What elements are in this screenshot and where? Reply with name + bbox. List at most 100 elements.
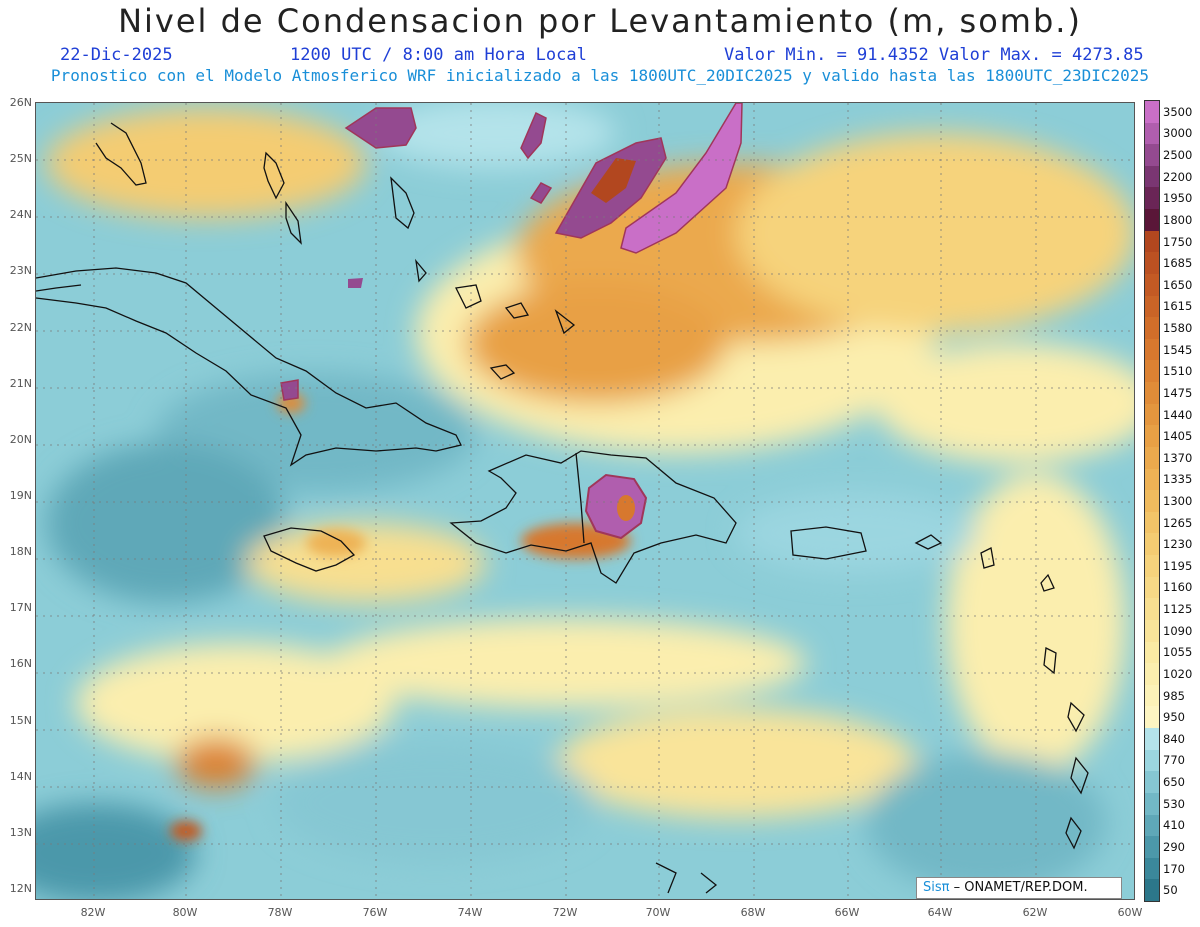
legend-swatch bbox=[1145, 144, 1159, 167]
lat-label: 26N bbox=[9, 96, 32, 109]
lon-label: 70W bbox=[645, 906, 671, 919]
legend-swatch bbox=[1145, 317, 1159, 340]
legend-label: 1510 bbox=[1163, 364, 1193, 379]
legend-swatch bbox=[1145, 468, 1159, 491]
legend-label: 1685 bbox=[1163, 256, 1193, 271]
legend-swatch bbox=[1145, 771, 1159, 794]
legend-swatch bbox=[1145, 576, 1159, 599]
lat-label: 13N bbox=[9, 825, 32, 839]
legend-swatch bbox=[1145, 101, 1159, 124]
legend-label: 1125 bbox=[1163, 602, 1193, 617]
legend-label: 410 bbox=[1163, 818, 1185, 833]
lat-label: 18N bbox=[9, 545, 32, 559]
legend-label: 1055 bbox=[1163, 645, 1193, 660]
legend-label: 170 bbox=[1163, 861, 1185, 876]
legend-swatch bbox=[1145, 230, 1159, 253]
legend-label: 1545 bbox=[1163, 342, 1193, 357]
color-legend bbox=[1144, 100, 1160, 902]
legend-swatch bbox=[1145, 598, 1159, 621]
legend-label: 1800 bbox=[1163, 212, 1193, 227]
legend-swatch bbox=[1145, 187, 1159, 210]
lat-label: 20N bbox=[9, 432, 32, 446]
legend-label: 1750 bbox=[1163, 234, 1193, 249]
legend-label: 2200 bbox=[1163, 169, 1193, 184]
lat-label: 14N bbox=[9, 769, 32, 783]
legend-swatch bbox=[1145, 555, 1159, 578]
lon-label: 80W bbox=[172, 906, 198, 919]
legend-swatch bbox=[1145, 619, 1159, 643]
lon-label: 72W bbox=[552, 906, 578, 919]
legend-swatch bbox=[1145, 122, 1159, 145]
legend-swatch bbox=[1145, 684, 1159, 707]
legend-label: 1300 bbox=[1163, 494, 1193, 508]
coastlines bbox=[36, 122, 1089, 894]
legend-label: 1090 bbox=[1163, 623, 1193, 638]
model-run-info: Pronostico con el Modelo Atmosferico WRF… bbox=[50, 66, 1150, 85]
lat-label: 22N bbox=[9, 320, 32, 334]
legend-label: 1195 bbox=[1163, 558, 1193, 573]
legend-label: 1405 bbox=[1163, 429, 1193, 444]
forecast-date: 22-Dic-2025 bbox=[60, 45, 173, 65]
forecast-map[interactable] bbox=[35, 102, 1135, 900]
legend-label: 985 bbox=[1163, 688, 1185, 703]
lat-label: 16N bbox=[9, 657, 32, 671]
legend-swatch bbox=[1145, 749, 1159, 772]
legend-swatch bbox=[1145, 857, 1159, 880]
lat-label: 15N bbox=[9, 713, 32, 727]
legend-label: 1160 bbox=[1163, 580, 1193, 595]
lon-label: 78W bbox=[267, 906, 293, 919]
lon-label: 82W bbox=[80, 906, 106, 919]
legend-label: 50 bbox=[1163, 883, 1178, 898]
legend-swatch bbox=[1145, 382, 1159, 405]
legend-swatch bbox=[1145, 338, 1159, 361]
org-text: – ONAMET/REP.DOM. bbox=[953, 880, 1088, 895]
lon-label: 74W bbox=[457, 906, 483, 919]
legend-label: 290 bbox=[1163, 839, 1185, 854]
legend-swatch bbox=[1145, 446, 1159, 470]
legend-label: 650 bbox=[1163, 775, 1185, 790]
lon-label: 76W bbox=[362, 906, 388, 919]
legend-label: 1440 bbox=[1163, 407, 1193, 422]
lat-label: 23N bbox=[9, 264, 32, 278]
legend-label: 1580 bbox=[1163, 321, 1193, 336]
legend-swatch bbox=[1145, 836, 1159, 859]
legend-swatch bbox=[1145, 360, 1159, 383]
legend-swatch bbox=[1145, 728, 1159, 751]
lon-label: 64W bbox=[927, 906, 953, 919]
legend-label: 2500 bbox=[1163, 148, 1193, 163]
legend-swatch bbox=[1145, 209, 1159, 232]
legend-swatch bbox=[1145, 879, 1159, 902]
legend-swatch bbox=[1145, 641, 1159, 664]
value-range: Valor Min. = 91.4352 Valor Max. = 4273.8… bbox=[724, 45, 1144, 65]
sispi-logo-text: Sisπ bbox=[923, 880, 950, 895]
lon-label: 62W bbox=[1022, 906, 1048, 919]
legend-swatch bbox=[1145, 706, 1159, 729]
legend-label: 770 bbox=[1163, 753, 1185, 768]
legend-swatch bbox=[1145, 165, 1159, 188]
legend-swatch bbox=[1145, 814, 1159, 837]
legend-label: 840 bbox=[1163, 731, 1185, 746]
legend-swatch bbox=[1145, 295, 1159, 318]
lon-label: 66W bbox=[834, 906, 860, 919]
legend-swatch bbox=[1145, 252, 1159, 275]
legend-swatch bbox=[1145, 273, 1159, 297]
graticule bbox=[36, 103, 1134, 899]
legend-swatch bbox=[1145, 490, 1159, 513]
legend-label: 1335 bbox=[1163, 472, 1193, 487]
legend-swatch bbox=[1145, 792, 1159, 815]
legend-label: 1475 bbox=[1163, 385, 1193, 400]
legend-swatch bbox=[1145, 425, 1159, 448]
forecast-time: 1200 UTC / 8:00 am Hora Local bbox=[290, 45, 587, 65]
lcl-field bbox=[36, 103, 1134, 899]
legend-label: 1370 bbox=[1163, 450, 1193, 465]
lat-label: 17N bbox=[9, 601, 32, 615]
legend-label: 530 bbox=[1163, 796, 1185, 811]
onamet-brand: Sisπ – ONAMET/REP.DOM. bbox=[916, 877, 1122, 899]
legend-label: 3000 bbox=[1163, 126, 1193, 141]
lon-label: 60W bbox=[1117, 906, 1143, 919]
lat-label: 12N bbox=[9, 882, 32, 895]
legend-label: 3500 bbox=[1163, 104, 1193, 119]
lon-label: 68W bbox=[740, 906, 766, 919]
legend-swatch bbox=[1145, 663, 1159, 686]
lat-label: 24N bbox=[9, 208, 32, 222]
